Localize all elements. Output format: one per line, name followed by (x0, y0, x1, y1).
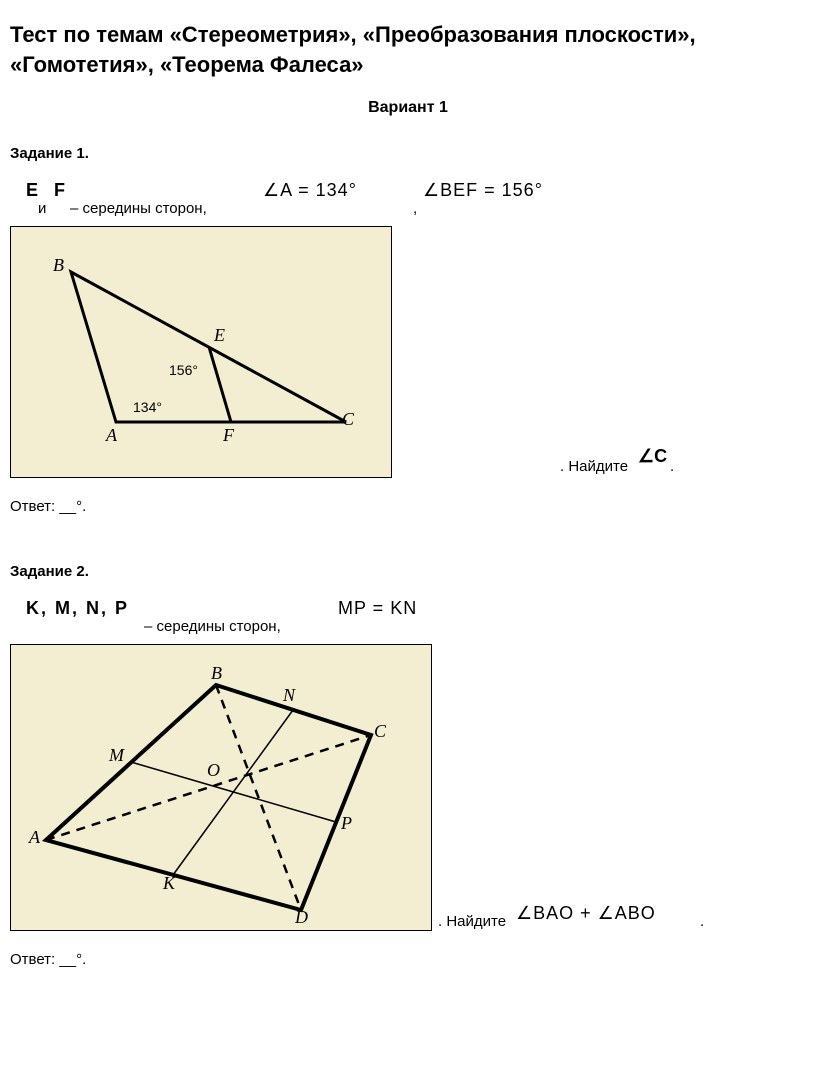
label-A: A (106, 425, 117, 446)
label-A2: A (29, 827, 40, 848)
variant-label: Вариант 1 (10, 99, 806, 117)
vars-KMNP: K, M, N, P (26, 598, 129, 619)
label-M2: M (109, 745, 124, 766)
label-B: B (53, 255, 64, 276)
label-K2: K (163, 873, 175, 894)
dot-end-1: . (670, 458, 674, 475)
task1-find-row: . Найдите ∠C . (10, 450, 806, 480)
task2-diagram: A B C D M N P K O (10, 644, 432, 931)
task1-heading: Задание 1. (10, 145, 806, 162)
dot-end-2: . (700, 913, 704, 930)
find-text-2: . Найдите (438, 913, 506, 930)
label-C2: C (374, 721, 386, 742)
var-F: F (54, 180, 65, 201)
task2-answer: Ответ: __°. (10, 951, 806, 968)
task1-diagram: B A C E F 134° 156° (10, 226, 392, 478)
mp-eq-kn: MP = KN (338, 598, 417, 619)
label-P2: P (341, 813, 352, 834)
label-C: C (342, 409, 354, 430)
label-B2: B (211, 663, 222, 684)
page-title: Тест по темам «Стереометрия», «Преобразо… (10, 20, 806, 79)
mid-text-1: – середины сторон, (70, 200, 207, 217)
label-O2: O (207, 760, 220, 781)
task1-givens: E F и – середины сторон, ∠A = 134° , ∠BE… (18, 180, 806, 226)
task2-givens: K, M, N, P – середины сторон, MP = KN (18, 598, 806, 644)
angle-134: 134° (133, 399, 162, 415)
conj-and: и (38, 200, 46, 217)
label-N2: N (283, 685, 295, 706)
comma-1: , (413, 200, 417, 217)
task2-find-row: . Найдите ∠BAO + ∠ABO . (10, 903, 806, 933)
label-F: F (223, 425, 234, 446)
angle-156: 156° (169, 362, 198, 378)
var-E: E (26, 180, 38, 201)
find-text-1: . Найдите (560, 458, 628, 475)
mid-text-2: – середины сторон, (144, 618, 281, 635)
task1-answer: Ответ: __°. (10, 498, 806, 515)
angle-C: ∠C (638, 446, 667, 467)
label-E: E (214, 325, 225, 346)
angle-BEF-expr: ∠BEF = 156° (423, 180, 543, 201)
task2-heading: Задание 2. (10, 563, 806, 580)
angle-sum: ∠BAO + ∠ABO (516, 903, 656, 924)
angle-A-expr: ∠A = 134° (263, 180, 357, 201)
